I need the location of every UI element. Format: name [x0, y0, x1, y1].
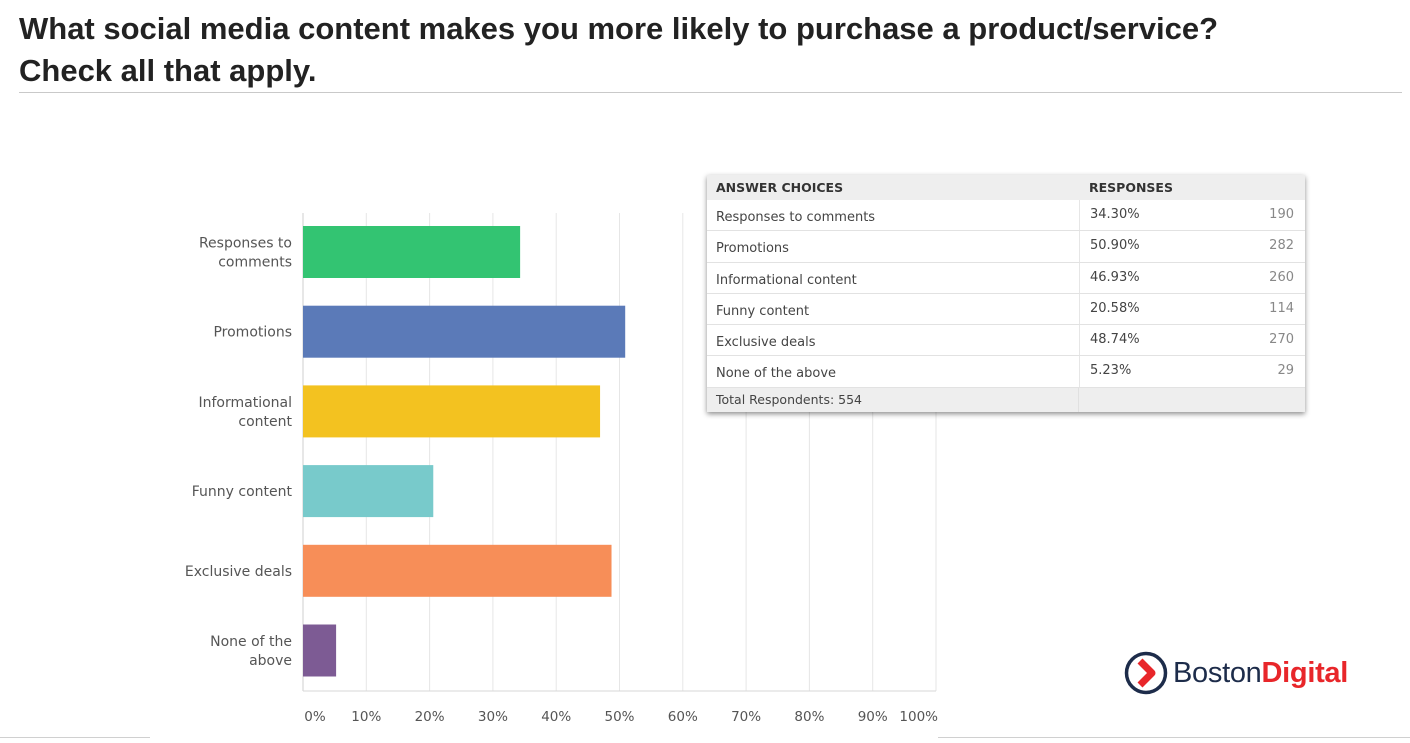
x-tick-label: 90% [858, 709, 888, 725]
total-respondents: Total Respondents: 554 [716, 392, 863, 408]
row-percent: 5.23% [1079, 356, 1209, 387]
table-footer-row: Total Respondents: 554 [707, 387, 1305, 412]
row-percent: 48.74% [1079, 325, 1209, 356]
title-line-1: What social media content makes you more… [19, 11, 1219, 46]
x-tick-label: 0% [304, 709, 326, 725]
row-choice: None of the above [716, 366, 837, 382]
boston-digital-logo: BostonDigital [1123, 649, 1348, 697]
row-percent: 34.30% [1079, 200, 1209, 231]
category-label: Funny content [192, 484, 293, 500]
row-count: 114 [1269, 300, 1294, 316]
x-tick-label: 30% [478, 709, 508, 725]
header-answer-choices: ANSWER CHOICES [716, 180, 844, 195]
x-tick-label: 10% [351, 709, 381, 725]
category-label: None of the above [210, 634, 292, 669]
row-count: 270 [1269, 332, 1294, 348]
category-label: Promotions [213, 325, 292, 341]
title-divider [19, 92, 1402, 93]
logo-wordmark: BostonDigital [1173, 657, 1348, 690]
page-title: What social media content makes you more… [19, 8, 1389, 92]
bar [303, 544, 612, 597]
row-percent: 20.58% [1079, 293, 1209, 325]
row-choice: Funny content [716, 303, 810, 319]
table-row: Exclusive deals 48.74% 270 [707, 325, 1305, 357]
header-responses: RESPONSES [1089, 180, 1173, 195]
chart-category-labels: Responses to comments Promotions Informatio… [185, 236, 293, 670]
chart-x-tick-labels: 0% 10% 20% 30% 40% 50% 60% 70% 80% 90% 100% [304, 709, 938, 725]
bottom-divider-left [0, 737, 150, 738]
row-choice: Exclusive deals [716, 335, 816, 351]
category-label: Responses to comments [199, 236, 292, 271]
row-count: 282 [1269, 238, 1294, 254]
logo-word-digital: Digital [1261, 656, 1349, 689]
category-label: Exclusive deals [185, 564, 292, 580]
responses-table: ANSWER CHOICES RESPONSES Responses to co… [707, 175, 1305, 412]
table-row: Informational content 46.93% 260 [707, 262, 1305, 294]
bottom-divider-right [938, 737, 1410, 738]
row-count: 190 [1269, 207, 1294, 222]
logo-word-boston: Boston [1173, 656, 1262, 689]
x-tick-label: 80% [794, 709, 824, 725]
row-count: 260 [1269, 269, 1294, 285]
x-tick-label: 20% [415, 709, 445, 725]
row-choice: Promotions [716, 241, 789, 257]
row-percent: 46.93% [1079, 262, 1209, 293]
x-tick-label: 50% [604, 709, 634, 725]
chart-bars [303, 226, 626, 677]
row-percent: 50.90% [1079, 231, 1209, 262]
bar [303, 465, 434, 518]
table-row: Funny content 20.58% 114 [707, 293, 1305, 326]
table-row: Responses to comments 34.30% 190 [707, 200, 1305, 232]
category-label: Informational content [198, 395, 292, 430]
title-line-2: Check all that apply. [19, 53, 317, 88]
table-body: Responses to comments 34.30% 190 Promotions… [707, 200, 1305, 388]
x-tick-label: 40% [541, 709, 571, 725]
x-tick-label: 60% [668, 709, 698, 725]
table-row: None of the above 5.23% 29 [707, 356, 1305, 388]
bar [303, 624, 337, 677]
row-choice: Informational content [716, 272, 857, 288]
x-tick-label: 70% [731, 709, 761, 725]
chevron-right-circle-icon [1124, 651, 1168, 695]
row-choice: Responses to comments [716, 210, 876, 225]
table-row: Promotions 50.90% 282 [707, 231, 1305, 263]
table-header-row: ANSWER CHOICES RESPONSES [707, 175, 1305, 200]
x-tick-label: 100% [899, 709, 938, 725]
bar [303, 305, 626, 358]
bar [303, 385, 601, 438]
row-count: 29 [1277, 363, 1294, 379]
bar [303, 226, 521, 278]
